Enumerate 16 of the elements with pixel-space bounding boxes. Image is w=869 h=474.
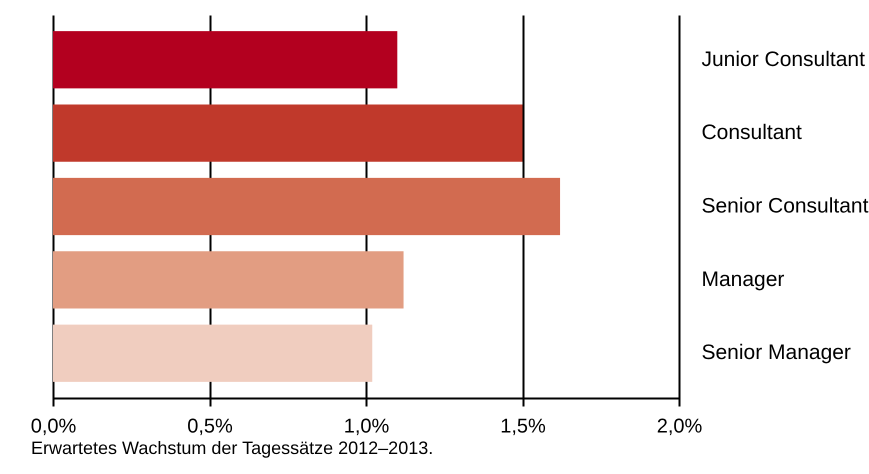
text: Erwartetes Wachstum der Tagessätze 2012–2013. — [31, 438, 434, 458]
y-tick-label: Junior Consultant — [702, 48, 866, 71]
x-tick-label: 0,5% — [187, 416, 234, 438]
bar — [53, 31, 398, 88]
bar — [53, 104, 522, 162]
x-tick-label: 0,0% — [30, 416, 77, 438]
y-tick-label: Manager — [702, 268, 784, 291]
y-tick-label: Senior Manager — [702, 341, 851, 364]
y-tick-label: Consultant — [702, 121, 802, 144]
bar — [53, 324, 372, 382]
y-tick-label: Senior Consultant — [702, 194, 869, 218]
x-tick-label: 1,5% — [500, 416, 546, 438]
x-tick-label: 1,0% — [344, 416, 390, 438]
bar — [53, 178, 560, 236]
bar — [53, 251, 404, 308]
x-tick-label: 2,0% — [656, 416, 703, 438]
